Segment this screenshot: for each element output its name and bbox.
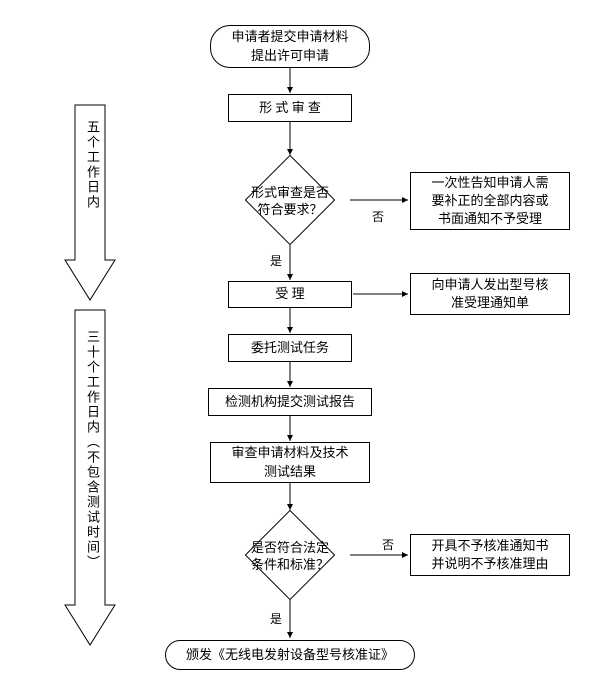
timeline-phase1-label: 五个工作日内: [83, 120, 102, 210]
node-reject-line2: 并说明不予核准理由: [431, 555, 548, 573]
node-notify1: 一次性告知申请人需 要补正的全部内容或 书面通知不予受理: [410, 172, 570, 230]
node-review: 审查申请材料及技术 测试结果: [210, 442, 370, 483]
node-start: 申请者提交申请材料 提出许可申请: [210, 25, 370, 68]
node-review-line2: 测试结果: [231, 463, 348, 481]
node-accept-text: 受 理: [275, 285, 304, 303]
node-decision2-line2: 条件和标准？: [230, 557, 350, 574]
node-end-text: 颁发《无线电发射设备型号核准证》: [186, 646, 394, 664]
node-reject-line1: 开具不予核准通知书: [431, 537, 548, 555]
node-delegate: 委托测试任务: [228, 334, 352, 362]
node-notify2: 向申请人发出型号核 准受理通知单: [410, 273, 570, 315]
node-decision2-text: 是否符合法定 条件和标准？: [230, 540, 350, 574]
edge-label-no1: 否: [370, 208, 386, 225]
edge-label-no2: 否: [380, 536, 396, 553]
node-accept: 受 理: [228, 281, 352, 308]
node-notify2-line1: 向申请人发出型号核: [431, 276, 548, 294]
node-formal-review: 形 式 审 查: [228, 94, 352, 122]
node-notify1-line1: 一次性告知申请人需: [431, 174, 548, 192]
node-decision1-line1: 形式审查是否: [230, 185, 350, 202]
node-review-line1: 审查申请材料及技术: [231, 444, 348, 462]
node-start-line2: 提出许可申请: [231, 47, 348, 65]
node-decision2-line1: 是否符合法定: [230, 540, 350, 557]
node-formal-review-text: 形 式 审 查: [259, 99, 321, 117]
edge-label-yes1: 是: [268, 252, 284, 269]
node-report-text: 检测机构提交测试报告: [225, 393, 355, 411]
node-delegate-text: 委托测试任务: [251, 339, 329, 357]
node-notify1-line2: 要补正的全部内容或: [431, 192, 548, 210]
node-notify1-line3: 书面通知不予受理: [431, 210, 548, 228]
edge-label-yes2: 是: [268, 610, 284, 627]
node-notify2-line2: 准受理通知单: [431, 294, 548, 312]
node-report: 检测机构提交测试报告: [208, 388, 372, 416]
node-decision1-text: 形式审查是否 符合要求？: [230, 185, 350, 219]
node-reject: 开具不予核准通知书 并说明不予核准理由: [410, 534, 570, 576]
node-start-line1: 申请者提交申请材料: [231, 28, 348, 46]
timeline-phase2-label: 三十个工作日内（不包含测试时间）: [83, 330, 102, 570]
node-decision1-line2: 符合要求？: [230, 202, 350, 219]
node-end: 颁发《无线电发射设备型号核准证》: [165, 640, 415, 670]
